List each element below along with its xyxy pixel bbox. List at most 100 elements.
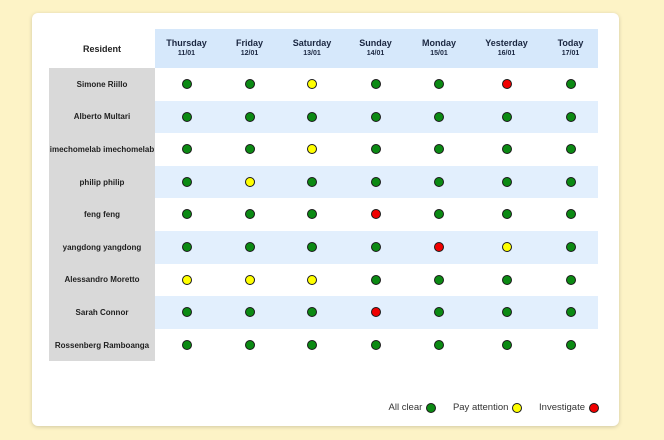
status-cell [281, 198, 343, 231]
resident-row: Sarah Connor [49, 296, 598, 329]
status-cell [281, 68, 343, 101]
status-cell [408, 198, 470, 231]
green-status-dot-icon [181, 209, 192, 220]
green-status-dot-icon [565, 242, 576, 253]
resident-name: Alessandro Moretto [49, 263, 155, 297]
yellow-dot-icon [512, 402, 523, 413]
status-cell [343, 198, 408, 231]
green-status-dot-icon [434, 144, 444, 155]
green-status-dot-icon [244, 307, 255, 318]
green-status-dot-icon [181, 144, 192, 155]
status-cell [155, 230, 218, 264]
resident-column-header: Resident [49, 29, 155, 68]
red-status-dot-icon [501, 79, 512, 90]
status-cell [218, 100, 281, 134]
green-status-dot-icon [244, 242, 255, 253]
green-status-dot-icon [244, 209, 255, 220]
status-cell [408, 100, 470, 134]
day-date: 17/01 [561, 50, 580, 57]
green-status-dot-icon [181, 307, 192, 318]
green-status-dot-icon [181, 111, 192, 122]
green-status-dot-icon [244, 144, 255, 155]
status-cell [543, 328, 598, 362]
status-cell [155, 133, 218, 166]
resident-row: Rossenberg Ramboanga [49, 328, 598, 362]
status-cell [218, 263, 281, 297]
green-status-dot-icon [434, 274, 444, 285]
green-status-dot-icon [501, 274, 512, 285]
status-cell [218, 133, 281, 166]
status-cell [218, 296, 281, 329]
day-date: 16/01 [497, 50, 516, 57]
green-status-dot-icon [565, 144, 576, 155]
status-cell [470, 100, 543, 134]
day-date: 15/01 [430, 50, 448, 57]
status-cell [218, 328, 281, 362]
green-status-dot-icon [307, 176, 317, 187]
resident-row: imechomelab imechomelab [49, 133, 598, 166]
day-header: Sunday 14/01 [343, 29, 408, 68]
yellow-status-dot-icon [181, 274, 192, 285]
green-status-dot-icon [565, 79, 576, 90]
status-cell [343, 263, 408, 297]
day-header: Thursday 11/01 [155, 29, 218, 68]
green-dot-icon [426, 402, 437, 413]
status-cell [470, 198, 543, 231]
day-date: 13/01 [303, 50, 321, 57]
legend-all-clear: All clear [389, 402, 437, 413]
legend-pay-attention-label: Pay attention [452, 402, 509, 413]
status-cell [408, 230, 470, 264]
day-date: 14/01 [366, 50, 385, 57]
header-row: Resident Thursday 11/01 Friday 12/01 Saturda… [49, 29, 598, 68]
status-cell [281, 133, 343, 166]
resident-name: Alberto Multari [49, 100, 155, 134]
status-cell [343, 165, 408, 199]
status-cell [155, 328, 218, 362]
green-status-dot-icon [501, 176, 512, 187]
status-cell [281, 296, 343, 329]
day-name: Today [557, 38, 584, 48]
status-cell [408, 328, 470, 362]
green-status-dot-icon [244, 111, 255, 122]
legend-all-clear-label: All clear [388, 402, 423, 413]
yellow-status-dot-icon [307, 79, 317, 90]
day-header: Monday 15/01 [408, 29, 470, 68]
status-cell [343, 328, 408, 362]
resident-row: Alessandro Moretto [49, 263, 598, 297]
green-status-dot-icon [370, 274, 381, 285]
day-name: Yesterday [485, 38, 528, 48]
green-status-dot-icon [370, 79, 381, 90]
green-status-dot-icon [501, 307, 512, 318]
status-cell [343, 296, 408, 329]
resident-name: philip philip [49, 165, 155, 199]
green-status-dot-icon [501, 209, 512, 220]
status-cell [343, 100, 408, 134]
day-name: Monday [421, 38, 456, 48]
status-cell [218, 198, 281, 231]
status-cell [543, 230, 598, 264]
resident-name: Simone Riillo [49, 68, 155, 101]
resident-row: feng feng [49, 198, 598, 231]
red-status-dot-icon [370, 307, 381, 318]
status-cell [543, 198, 598, 231]
green-status-dot-icon [181, 79, 192, 90]
resident-name: Sarah Connor [49, 296, 155, 329]
status-cell [470, 328, 543, 362]
status-cell [281, 328, 343, 362]
resident-name: imechomelab imechomelab [49, 133, 155, 166]
status-cell [218, 165, 281, 199]
status-cell [470, 165, 543, 199]
day-name: Friday [235, 38, 263, 48]
green-status-dot-icon [307, 307, 317, 318]
status-cell [543, 133, 598, 166]
status-cell [543, 165, 598, 199]
resident-row: yangdong yangdong [49, 230, 598, 264]
green-status-dot-icon [565, 176, 576, 187]
red-status-dot-icon [434, 242, 444, 253]
legend-investigate: Investigate [539, 402, 599, 413]
green-status-dot-icon [307, 111, 317, 122]
green-status-dot-icon [434, 176, 444, 187]
green-status-dot-icon [181, 242, 192, 253]
status-cell [281, 230, 343, 264]
green-status-dot-icon [370, 176, 381, 187]
